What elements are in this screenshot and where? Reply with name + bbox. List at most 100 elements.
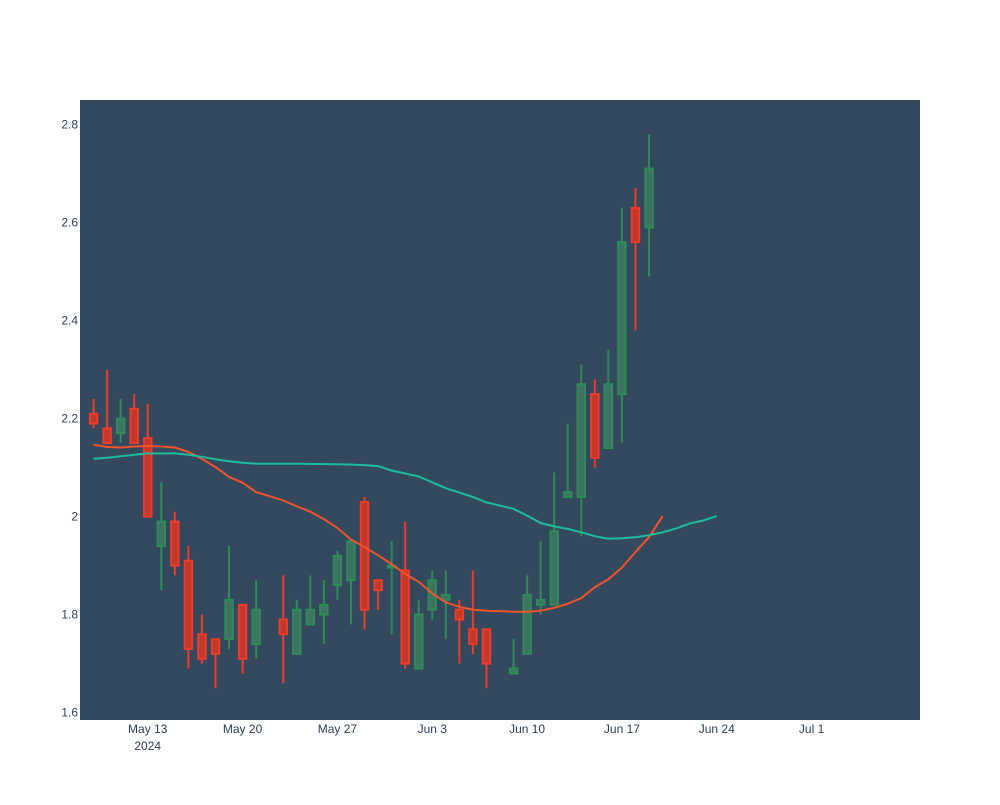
candle-increasing <box>413 599 424 670</box>
candle-body <box>468 628 478 646</box>
candle-body <box>454 608 465 621</box>
y-tick-label: 2.8 <box>61 118 78 132</box>
y-tick-label: 2 <box>71 510 78 524</box>
x-tick-label: May 20 <box>223 722 263 736</box>
candle-decreasing <box>454 599 465 664</box>
candle-increasing <box>156 482 167 591</box>
candle-body <box>170 520 180 567</box>
candle-body <box>319 603 329 616</box>
candle-decreasing <box>468 570 478 654</box>
candle-body <box>644 167 654 229</box>
candle-increasing <box>522 575 532 655</box>
candle-body <box>346 540 356 582</box>
plot-area <box>80 100 920 720</box>
x-tick-label: Jul 1 <box>799 722 825 736</box>
x-tick-label: Jun 3 <box>418 722 448 736</box>
moving-average-short-line <box>93 443 664 613</box>
candle-body <box>183 559 194 650</box>
y-tick-label: 1.6 <box>61 706 78 720</box>
candle-body <box>210 638 221 655</box>
candle-body <box>549 530 559 606</box>
candle-body <box>590 393 600 459</box>
candle-increasing <box>224 546 234 649</box>
candle-decreasing <box>630 188 641 331</box>
candle-increasing <box>508 639 519 675</box>
candle-increasing <box>292 599 302 655</box>
candle-increasing <box>115 398 126 444</box>
x-tick-label: Jun 24 <box>699 722 735 736</box>
y-tick-label: 2.2 <box>61 412 78 426</box>
candle-decreasing <box>210 638 221 689</box>
y-tick-label: 2.6 <box>61 216 78 230</box>
y-tick-label: 2.4 <box>61 314 78 328</box>
y-axis: 1.6 1.8 2 2.2 2.4 2.6 2.8 <box>61 118 78 720</box>
candle-body <box>156 520 167 548</box>
candle-body <box>400 569 410 665</box>
x-tick-label: May 27 <box>318 722 358 736</box>
x-tick-year-label: 2024 <box>134 739 161 753</box>
candle-decreasing <box>278 575 288 684</box>
candle-decreasing <box>143 403 153 518</box>
candle-decreasing <box>170 511 180 576</box>
candle-body <box>522 594 532 655</box>
candle-increasing <box>603 349 614 449</box>
candle-body <box>251 608 261 646</box>
candle-body <box>143 437 153 518</box>
candle-increasing <box>346 540 356 625</box>
candle-increasing <box>644 134 654 277</box>
candle-increasing <box>305 575 316 626</box>
candle-body <box>292 608 302 655</box>
candle-increasing <box>332 550 343 600</box>
candle-increasing <box>576 364 587 537</box>
candle-body <box>563 491 573 498</box>
candle-decreasing <box>197 614 207 664</box>
candle-body <box>129 407 139 445</box>
candle-increasing <box>319 580 329 645</box>
candle-body <box>508 667 519 675</box>
candle-body <box>359 500 370 611</box>
candle-increasing <box>535 541 546 615</box>
x-axis: May 13 2024 May 20 May 27 Jun 3 Jun 10 Jun 17 J… <box>128 722 825 753</box>
candle-body <box>603 383 614 449</box>
y-tick-label: 1.8 <box>61 608 78 622</box>
candle-body <box>305 608 316 626</box>
candle-increasing <box>441 570 451 640</box>
candle-body <box>278 618 288 636</box>
candle-body <box>115 417 126 435</box>
candle-body <box>441 594 451 601</box>
candle-increasing <box>251 580 261 659</box>
candle-body <box>88 412 99 425</box>
candle-decreasing <box>590 379 600 468</box>
x-tick-label: Jun 17 <box>604 722 640 736</box>
candle-decreasing <box>359 496 370 630</box>
candle-body <box>373 579 383 592</box>
candle-decreasing <box>400 521 410 669</box>
candle-decreasing <box>481 628 492 689</box>
candle-body <box>197 633 207 660</box>
candle-body <box>224 598 234 641</box>
x-tick-label: May 13 <box>128 722 168 736</box>
candle-body <box>617 241 627 396</box>
candle-decreasing <box>183 546 194 669</box>
candle-increasing <box>617 207 627 444</box>
candle-body <box>237 603 248 660</box>
candle-body <box>576 383 587 498</box>
candle-body <box>481 628 492 665</box>
candle-body <box>413 613 424 670</box>
candle-decreasing <box>88 398 99 429</box>
candle-body <box>630 206 641 244</box>
candle-decreasing <box>237 603 248 674</box>
candle-body <box>535 598 546 606</box>
candle-body <box>102 427 112 445</box>
x-tick-label: Jun 10 <box>509 722 545 736</box>
moving-average-lines <box>93 443 718 613</box>
candles-layer <box>88 134 654 689</box>
candle-decreasing <box>129 394 139 445</box>
candle-body <box>332 554 343 587</box>
candle-increasing <box>549 472 559 606</box>
moving-average-long-line <box>93 452 718 540</box>
candle-increasing <box>563 423 573 498</box>
candle-decreasing <box>373 579 383 610</box>
